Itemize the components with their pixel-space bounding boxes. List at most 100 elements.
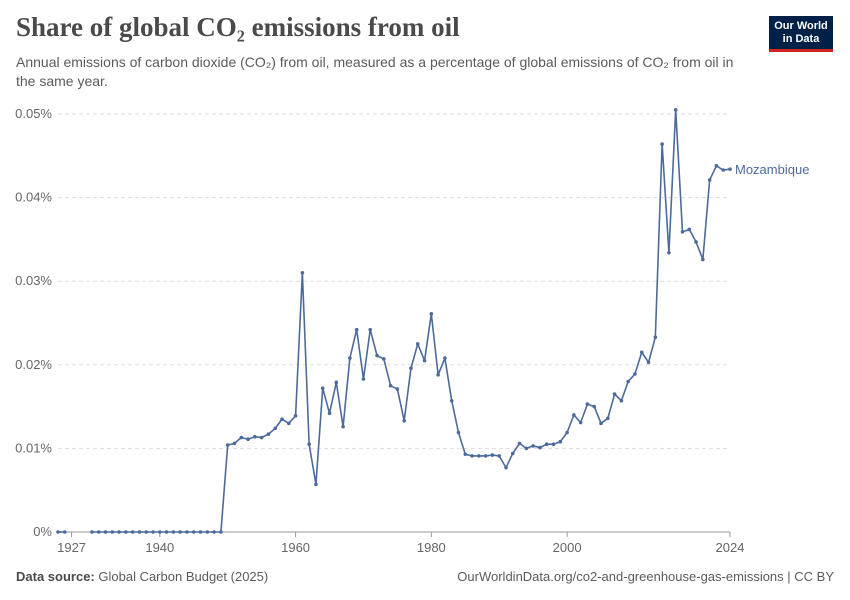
data-point[interactable] [273, 426, 278, 431]
data-point[interactable] [341, 424, 345, 429]
data-point[interactable] [130, 530, 135, 534]
line-chart[interactable]: 0% 0.01% 0.02% 0.03% 0.04% 0.05% 1927 1940 1960 1… [0, 0, 850, 560]
data-point[interactable] [701, 257, 705, 262]
data-point[interactable] [524, 446, 529, 451]
data-point[interactable] [103, 530, 108, 534]
data-point[interactable] [436, 373, 440, 377]
data-point[interactable] [110, 530, 115, 534]
data-point[interactable] [409, 366, 413, 370]
data-point[interactable] [456, 430, 461, 435]
data-point[interactable] [660, 142, 664, 146]
data-point[interactable] [592, 404, 597, 409]
data-point[interactable] [90, 530, 94, 534]
owid-logo[interactable]: Our World in Data [769, 16, 833, 52]
data-point[interactable] [707, 178, 712, 182]
data-point[interactable] [565, 430, 569, 435]
data-point[interactable] [395, 387, 400, 391]
data-point[interactable] [612, 392, 617, 396]
series-line[interactable] [91, 109, 731, 533]
data-point[interactable] [286, 421, 291, 426]
data-point[interactable] [415, 342, 420, 346]
data-point[interactable] [280, 417, 284, 421]
data-point[interactable] [368, 327, 373, 332]
data-point[interactable] [504, 465, 508, 470]
data-point[interactable] [470, 454, 474, 458]
data-point[interactable] [646, 360, 651, 365]
data-point[interactable] [388, 383, 393, 388]
data-point[interactable] [463, 452, 468, 457]
data-point[interactable] [375, 353, 379, 358]
data-point[interactable] [639, 350, 644, 355]
data-point[interactable] [239, 435, 244, 440]
data-point[interactable] [178, 530, 182, 534]
data-point[interactable] [538, 445, 542, 450]
data-point[interactable] [497, 454, 502, 458]
data-point[interactable] [164, 530, 169, 534]
data-point[interactable] [96, 530, 101, 534]
data-point[interactable] [680, 230, 685, 234]
data-point[interactable] [429, 312, 434, 316]
data-point[interactable] [300, 271, 305, 275]
data-point[interactable] [171, 530, 176, 534]
data-point[interactable] [232, 441, 237, 446]
data-point[interactable] [334, 380, 339, 385]
data-point[interactable] [673, 108, 678, 112]
data-point[interactable] [382, 357, 386, 361]
data-point[interactable] [205, 530, 210, 534]
series-layer[interactable] [56, 108, 732, 534]
data-point[interactable] [320, 386, 325, 391]
data-point[interactable] [606, 416, 610, 421]
data-point[interactable] [124, 530, 128, 534]
data-point[interactable] [694, 240, 698, 244]
data-point[interactable] [62, 530, 67, 534]
data-source-value[interactable]: Global Carbon Budget (2025) [98, 569, 269, 584]
data-point[interactable] [728, 167, 732, 171]
data-point[interactable] [551, 442, 556, 447]
data-point[interactable] [667, 250, 671, 255]
data-point[interactable] [348, 356, 352, 360]
data-point[interactable] [307, 442, 311, 447]
data-point[interactable] [633, 372, 637, 376]
data-point[interactable] [572, 413, 576, 417]
data-point[interactable] [544, 442, 549, 447]
data-point[interactable] [158, 530, 162, 534]
data-point[interactable] [117, 530, 121, 534]
data-point[interactable] [721, 168, 726, 172]
data-point[interactable] [443, 356, 447, 360]
data-point[interactable] [137, 530, 142, 534]
data-point[interactable] [191, 530, 196, 534]
data-point[interactable] [212, 530, 216, 534]
data-point[interactable] [144, 530, 149, 534]
data-point[interactable] [599, 421, 603, 426]
data-point[interactable] [246, 437, 250, 442]
data-point[interactable] [253, 434, 257, 439]
data-point[interactable] [558, 439, 563, 444]
data-point[interactable] [198, 530, 203, 534]
data-point[interactable] [531, 444, 535, 448]
data-point[interactable] [422, 358, 427, 363]
data-point[interactable] [449, 398, 454, 403]
data-point[interactable] [402, 419, 406, 423]
data-point[interactable] [477, 454, 481, 458]
data-point[interactable] [219, 530, 223, 534]
data-point[interactable] [314, 482, 318, 487]
data-point[interactable] [185, 530, 189, 534]
data-point[interactable] [510, 451, 515, 456]
data-point[interactable] [266, 432, 271, 436]
data-point[interactable] [714, 164, 719, 168]
data-point[interactable] [293, 413, 298, 418]
data-point[interactable] [327, 411, 332, 416]
data-point[interactable] [483, 454, 488, 458]
data-point[interactable] [490, 453, 495, 457]
data-point[interactable] [259, 435, 264, 440]
data-point[interactable] [578, 420, 583, 425]
data-point[interactable] [619, 398, 624, 403]
data-point[interactable] [354, 327, 359, 332]
series-label[interactable]: Mozambique [735, 162, 809, 177]
data-point[interactable] [225, 443, 230, 447]
data-point[interactable] [517, 441, 522, 446]
data-point[interactable] [361, 377, 366, 381]
data-point[interactable] [585, 402, 590, 406]
data-point[interactable] [56, 530, 60, 534]
data-point[interactable] [151, 530, 155, 534]
